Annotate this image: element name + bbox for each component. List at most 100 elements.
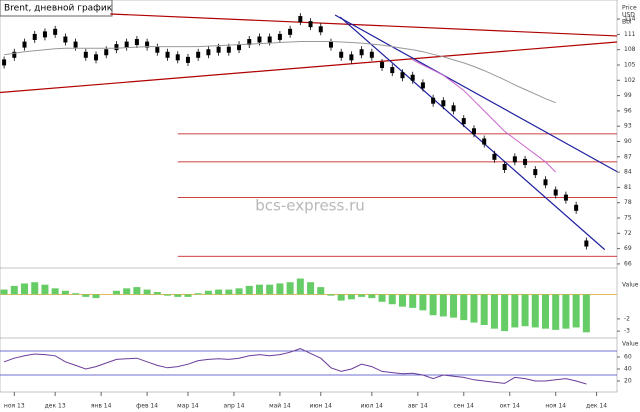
macd-bar [562, 294, 570, 329]
macd-bar [225, 289, 233, 295]
candle [502, 164, 507, 171]
candle [451, 105, 456, 112]
candle [574, 204, 579, 211]
macd-bar [409, 294, 417, 308]
candle [73, 41, 78, 48]
trend-line [0, 41, 618, 94]
y-axis-label: USD [622, 12, 635, 19]
macd-bar [245, 285, 253, 295]
macd-bar [439, 294, 447, 317]
x-tick-label: май 14 [269, 403, 291, 410]
macd-bar [296, 278, 304, 295]
macd-bar [255, 284, 263, 295]
macd-bar [317, 287, 325, 295]
candle [431, 97, 436, 104]
macd-bar [286, 282, 294, 295]
macd-bar [41, 284, 49, 295]
y-tick-label: 108 [624, 46, 636, 53]
macd-bar [235, 288, 243, 295]
rsi-line [3, 348, 587, 385]
macd-bar [490, 294, 498, 329]
candle [308, 21, 313, 28]
y-tick-label: 87 [624, 153, 632, 160]
x-tick-label: мар 14 [177, 403, 199, 410]
candle [124, 41, 129, 48]
y-tick-label: 111 [624, 31, 636, 38]
x-tick-label: апр 14 [223, 403, 244, 410]
x-tick-label: ноя 14 [545, 403, 566, 410]
candle [114, 44, 119, 51]
candle [165, 51, 170, 58]
y-tick-label: 72 [624, 230, 632, 237]
macd-bar [480, 294, 488, 325]
y-tick-label: 69 [624, 245, 632, 252]
y-tick-label: 99 [624, 92, 632, 99]
candle [94, 54, 99, 61]
macd-bar [327, 294, 335, 296]
y-tick-label: 96 [624, 107, 632, 114]
candle [349, 54, 354, 61]
watermark: bcs-express.ru [255, 197, 365, 215]
macd-bar [61, 290, 69, 295]
candle [22, 41, 27, 48]
macd-bar [368, 294, 376, 299]
y-tick-label: 90 [624, 138, 632, 145]
moving-average [412, 59, 557, 173]
candle [155, 46, 160, 53]
candle [32, 33, 37, 40]
candle [196, 51, 201, 58]
candle [380, 61, 385, 68]
candle [267, 36, 272, 43]
y-tick-label: 84 [624, 169, 632, 176]
macd-bar [51, 288, 59, 295]
macd-bar [552, 294, 560, 330]
y-tick-label: 75 [624, 215, 632, 222]
candle [53, 28, 58, 35]
candle [298, 16, 303, 23]
macd-bar [72, 293, 80, 295]
macd-bar [511, 294, 519, 328]
macd-bar [307, 282, 315, 295]
candle [12, 51, 17, 58]
candle [328, 41, 333, 48]
macd-bar [0, 289, 8, 295]
macd-bar [450, 294, 458, 318]
x-tick-label: фев 14 [136, 403, 158, 410]
x-tick-label: ноя 13 [4, 403, 25, 410]
chart-title: Brent, дневной график [4, 4, 113, 14]
candle [339, 51, 344, 58]
panel-label: Value [622, 341, 639, 348]
macd-bar [164, 294, 172, 296]
candle [175, 54, 180, 61]
candle [471, 128, 476, 135]
x-tick-label: авг 14 [408, 403, 428, 410]
candle [318, 26, 323, 33]
candle [237, 44, 242, 51]
macd-bar [82, 294, 90, 297]
y-tick-label: 105 [624, 61, 636, 68]
panel-label: Value [622, 282, 639, 289]
macd-bar [429, 294, 437, 316]
macd-bar [521, 294, 529, 327]
x-tick-label: июн 14 [310, 403, 333, 410]
x-tick-label: сен 14 [454, 403, 475, 410]
macd-bar [204, 290, 212, 295]
candle [512, 156, 517, 163]
macd-bar [133, 287, 141, 295]
candle [206, 49, 211, 56]
candle [145, 41, 150, 48]
macd-bar [358, 294, 366, 297]
macd-bar [531, 294, 539, 328]
y-axis-label: Price [622, 5, 637, 12]
y-tick-label: 66 [624, 260, 632, 267]
y-tick-label: 114 [624, 16, 636, 23]
macd-bar [143, 289, 151, 295]
macd-bar [470, 294, 478, 323]
macd-bar [31, 282, 39, 295]
candle [288, 28, 293, 35]
candle [492, 153, 497, 160]
macd-bar [215, 289, 223, 295]
macd-bar [572, 294, 580, 328]
